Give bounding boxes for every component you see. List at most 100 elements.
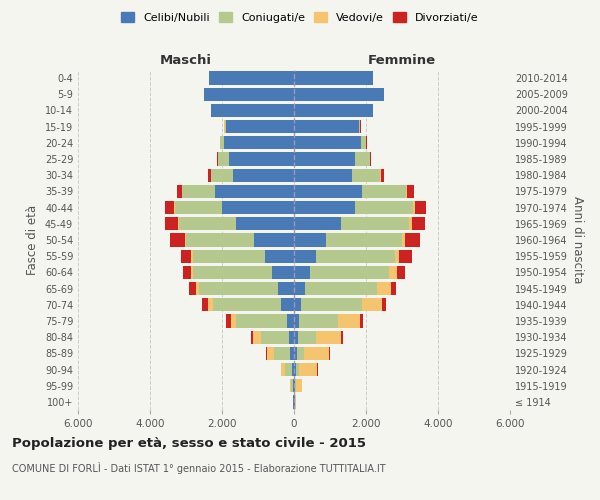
Bar (191, 250, 193, 263)
Bar (278, 282, 294, 295)
Bar (294, 250, 316, 263)
Bar (359, 120, 360, 134)
Bar (294, 379, 295, 392)
Bar (406, 185, 407, 198)
Bar (341, 217, 409, 230)
Bar (294, 201, 355, 214)
Bar (229, 152, 294, 166)
Bar (299, 363, 317, 376)
Bar (165, 217, 178, 230)
Bar (215, 185, 294, 198)
Bar (211, 168, 233, 182)
Bar (253, 330, 260, 344)
Bar (399, 250, 412, 263)
Bar (254, 234, 294, 246)
Bar (292, 363, 294, 376)
Bar (381, 168, 383, 182)
Bar (294, 88, 384, 101)
Bar (382, 298, 386, 312)
Bar (341, 330, 343, 344)
Bar (294, 346, 297, 360)
Bar (294, 314, 299, 328)
Bar (297, 346, 304, 360)
Bar (281, 298, 294, 312)
Text: COMUNE DI FORLÌ - Dati ISTAT 1° gennaio 2015 - Elaborazione TUTTITALIA.IT: COMUNE DI FORLÌ - Dati ISTAT 1° gennaio … (12, 462, 386, 474)
Bar (329, 346, 330, 360)
Bar (266, 346, 267, 360)
Bar (191, 266, 193, 279)
Bar (294, 396, 295, 408)
Bar (260, 330, 289, 344)
Bar (193, 266, 272, 279)
Legend: Celibi/Nubili, Coniugati/e, Vedovi/e, Divorziati/e: Celibi/Nubili, Coniugati/e, Vedovi/e, Di… (117, 8, 483, 28)
Bar (284, 363, 292, 376)
Bar (291, 379, 293, 392)
Bar (265, 250, 294, 263)
Bar (226, 314, 231, 328)
Bar (294, 136, 361, 149)
Bar (290, 346, 294, 360)
Bar (217, 152, 218, 166)
Bar (193, 250, 265, 263)
Bar (189, 282, 196, 295)
Bar (402, 234, 405, 246)
Bar (294, 266, 310, 279)
Bar (179, 217, 236, 230)
Bar (289, 330, 294, 344)
Bar (296, 379, 302, 392)
Bar (415, 201, 426, 214)
Text: Popolazione per età, sesso e stato civile - 2015: Popolazione per età, sesso e stato civil… (12, 438, 366, 450)
Bar (211, 104, 294, 117)
Bar (305, 282, 377, 295)
Bar (397, 266, 405, 279)
Bar (310, 266, 389, 279)
Bar (267, 346, 274, 360)
Bar (290, 379, 291, 392)
Bar (326, 234, 402, 246)
Bar (287, 314, 294, 328)
Bar (170, 234, 185, 246)
Bar (224, 120, 226, 134)
Bar (405, 234, 419, 246)
Y-axis label: Anni di nascita: Anni di nascita (571, 196, 584, 284)
Bar (409, 217, 412, 230)
Bar (236, 217, 294, 230)
Bar (182, 185, 215, 198)
Bar (294, 363, 296, 376)
Bar (338, 314, 360, 328)
Bar (391, 282, 396, 295)
Bar (296, 363, 299, 376)
Bar (294, 217, 341, 230)
Bar (413, 201, 415, 214)
Bar (199, 282, 278, 295)
Bar (231, 314, 236, 328)
Bar (389, 266, 397, 279)
Bar (361, 136, 366, 149)
Bar (294, 330, 298, 344)
Bar (213, 298, 281, 312)
Bar (298, 330, 316, 344)
Bar (362, 298, 382, 312)
Text: Maschi: Maschi (160, 54, 212, 67)
Bar (175, 201, 222, 214)
Bar (166, 201, 175, 214)
Bar (293, 379, 294, 392)
Bar (370, 152, 371, 166)
Bar (281, 363, 284, 376)
Bar (295, 379, 296, 392)
Bar (294, 152, 355, 166)
Bar (185, 234, 186, 246)
Bar (226, 120, 294, 134)
Bar (294, 234, 326, 246)
Y-axis label: Fasce di età: Fasce di età (26, 205, 39, 275)
Bar (183, 266, 191, 279)
Bar (294, 168, 352, 182)
Bar (395, 250, 399, 263)
Bar (196, 282, 199, 295)
Bar (220, 136, 224, 149)
Bar (181, 250, 191, 263)
Bar (186, 234, 254, 246)
Bar (412, 217, 425, 230)
Bar (360, 314, 363, 328)
Bar (236, 314, 287, 328)
